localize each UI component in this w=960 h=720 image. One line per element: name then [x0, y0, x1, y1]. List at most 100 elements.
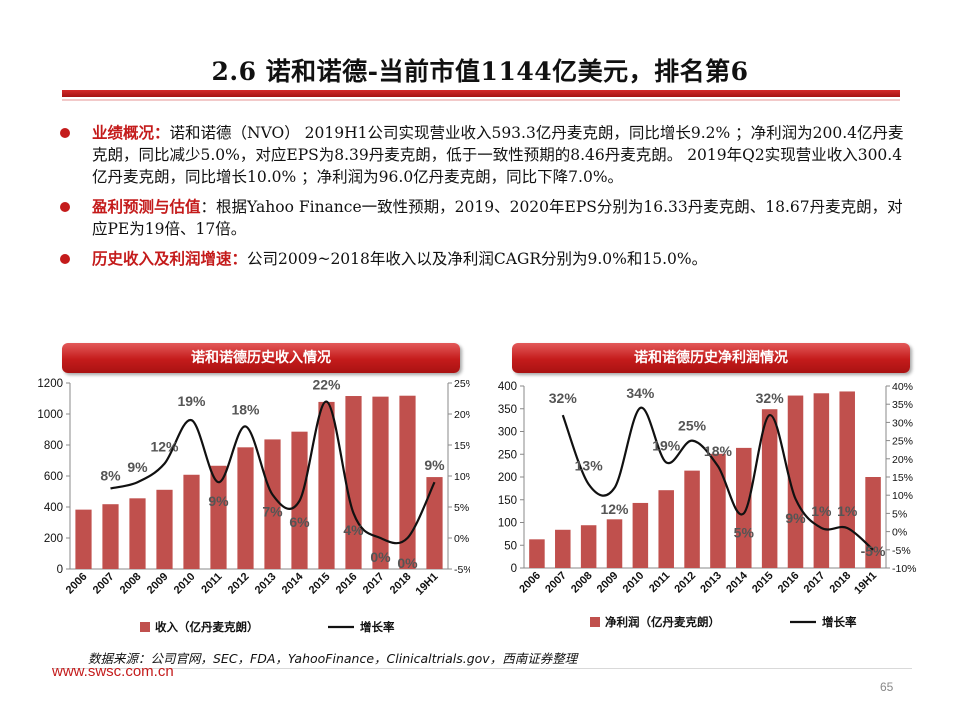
bar	[318, 401, 335, 569]
growth-data-label: 8%	[100, 467, 121, 483]
bar	[102, 504, 119, 569]
legend-bar-swatch	[140, 622, 150, 632]
bullet-list: 业绩概况：诺和诺德（NVO） 2019H1公司实现营业收入593.3亿丹麦克朗，…	[52, 122, 912, 278]
growth-data-label: 9%	[785, 510, 806, 526]
left-tick-label: 0	[57, 564, 63, 576]
right-tick-label: 40%	[892, 381, 913, 393]
bullet-dot-icon	[60, 254, 70, 264]
bar	[813, 393, 830, 568]
bullet-keyword: 业绩概况：	[92, 123, 170, 142]
bullet-forecast: 盈利预测与估值：根据Yahoo Finance一致性预期，2019、2020年E…	[52, 196, 912, 240]
category-label: 2011	[647, 570, 672, 595]
bar	[787, 395, 804, 568]
growth-data-label: 0%	[370, 549, 391, 565]
category-label: 2012	[226, 571, 252, 597]
right-tick-label: 30%	[892, 417, 913, 429]
bullet-text: 诺和诺德（NVO） 2019H1公司实现营业收入593.3亿丹麦克朗，同比增长9…	[92, 124, 904, 186]
left-tick-label: 200	[44, 533, 63, 545]
category-label: 2010	[172, 571, 198, 597]
growth-data-label: 4%	[343, 522, 364, 538]
bar	[632, 502, 649, 568]
category-label: 2007	[543, 570, 569, 596]
bullet-text: 公司2009~2018年收入以及净利润CAGR分别为9.0%和15.0%。	[247, 250, 708, 268]
category-label: 2015	[307, 571, 333, 597]
category-label: 2014	[280, 570, 306, 596]
right-tick-label: 10%	[892, 490, 913, 502]
growth-data-label: 1%	[837, 503, 858, 519]
category-label: 2009	[595, 570, 621, 596]
category-label: 2016	[334, 571, 360, 597]
bar	[210, 465, 227, 569]
left-tick-label: 400	[498, 381, 517, 393]
category-label: 2008	[118, 571, 144, 597]
right-tick-label: 15%	[892, 472, 913, 484]
bar	[658, 490, 674, 568]
bar	[183, 474, 200, 569]
right-tick-label: 20%	[892, 454, 913, 466]
revenue-chart-title: 诺和诺德历史收入情况	[62, 343, 460, 373]
growth-data-label: 9%	[127, 459, 148, 475]
left-tick-label: 350	[498, 404, 517, 416]
bar	[684, 470, 700, 568]
category-label: 2015	[750, 570, 776, 596]
bullet-keyword: 盈利预测与估值	[92, 197, 201, 216]
right-tick-label: 25%	[892, 436, 913, 448]
bar	[606, 519, 623, 568]
growth-data-label: 6%	[289, 514, 310, 530]
category-label: 19H1	[414, 571, 441, 598]
category-label: 2014	[724, 569, 750, 595]
left-tick-label: 1200	[37, 378, 63, 390]
page-title: 2.6 诺和诺德-当前市值1144亿美元，排名第6	[211, 57, 749, 86]
profit-chart: 0 50 100 150 200 250 300 350 400 -10% -5% 0% 5% 10% 15…	[498, 381, 917, 629]
left-tick-label: 250	[498, 449, 517, 461]
category-label: 2017	[802, 570, 828, 596]
page-number: 65	[880, 680, 894, 694]
category-label: 2010	[621, 570, 647, 596]
bar	[580, 525, 597, 568]
right-tick-label: 10%	[454, 471, 470, 483]
growth-data-label: 19%	[652, 437, 681, 453]
bullet-performance: 业绩概况：诺和诺德（NVO） 2019H1公司实现营业收入593.3亿丹麦克朗，…	[52, 122, 912, 188]
bar	[839, 391, 855, 568]
left-tick-label: 0	[511, 563, 517, 575]
bar	[75, 509, 92, 569]
category-label: 2018	[828, 570, 854, 596]
category-label: 2013	[698, 570, 724, 596]
right-tick-label: 0%	[454, 533, 469, 545]
right-tick-label: -5%	[892, 545, 911, 557]
revenue-chart: 0 200 400 600 800 1000 1200 -5% 0% 5% 10% 15% 20% 25%…	[37, 377, 470, 634]
left-tick-label: 200	[498, 472, 517, 484]
left-tick-label: 600	[44, 471, 63, 483]
bar	[156, 489, 173, 569]
growth-data-label: 18%	[704, 443, 733, 459]
title-underline-shadow	[62, 99, 900, 101]
growth-data-label: 9%	[424, 457, 445, 473]
right-tick-label: 5%	[454, 502, 469, 514]
bullet-growth: 历史收入及利润增速：公司2009~2018年收入以及净利润CAGR分别为9.0%…	[52, 248, 912, 270]
bullet-dot-icon	[60, 128, 70, 138]
left-tick-label: 800	[44, 440, 63, 452]
legend-bar-swatch	[590, 617, 600, 627]
bar	[710, 453, 726, 568]
category-label: 2012	[672, 570, 698, 596]
right-tick-label: 5%	[892, 508, 907, 520]
bullet-keyword: 历史收入及利润增速：	[92, 249, 248, 268]
right-tick-label: -10%	[892, 563, 917, 575]
bar	[345, 396, 362, 569]
data-source-note: 数据来源：公司官网，SEC，FDA，YahooFinance，Clinicalt…	[88, 651, 578, 666]
growth-data-label: 1%	[811, 503, 832, 519]
category-label: 2011	[199, 571, 224, 596]
legend-bar-label: 收入（亿丹麦克朗）	[155, 620, 259, 634]
category-label: 2009	[145, 571, 171, 597]
bar	[555, 529, 571, 568]
category-label: 19H1	[852, 570, 879, 597]
growth-data-label: 19%	[177, 393, 206, 409]
title-underline	[62, 90, 900, 97]
right-tick-label: 0%	[892, 527, 907, 539]
bar	[426, 477, 443, 569]
growth-data-label: 34%	[626, 385, 655, 401]
growth-data-label: 13%	[575, 457, 604, 473]
bar	[529, 539, 545, 568]
growth-data-label: 25%	[678, 418, 707, 434]
growth-data-label: 5%	[734, 524, 755, 540]
